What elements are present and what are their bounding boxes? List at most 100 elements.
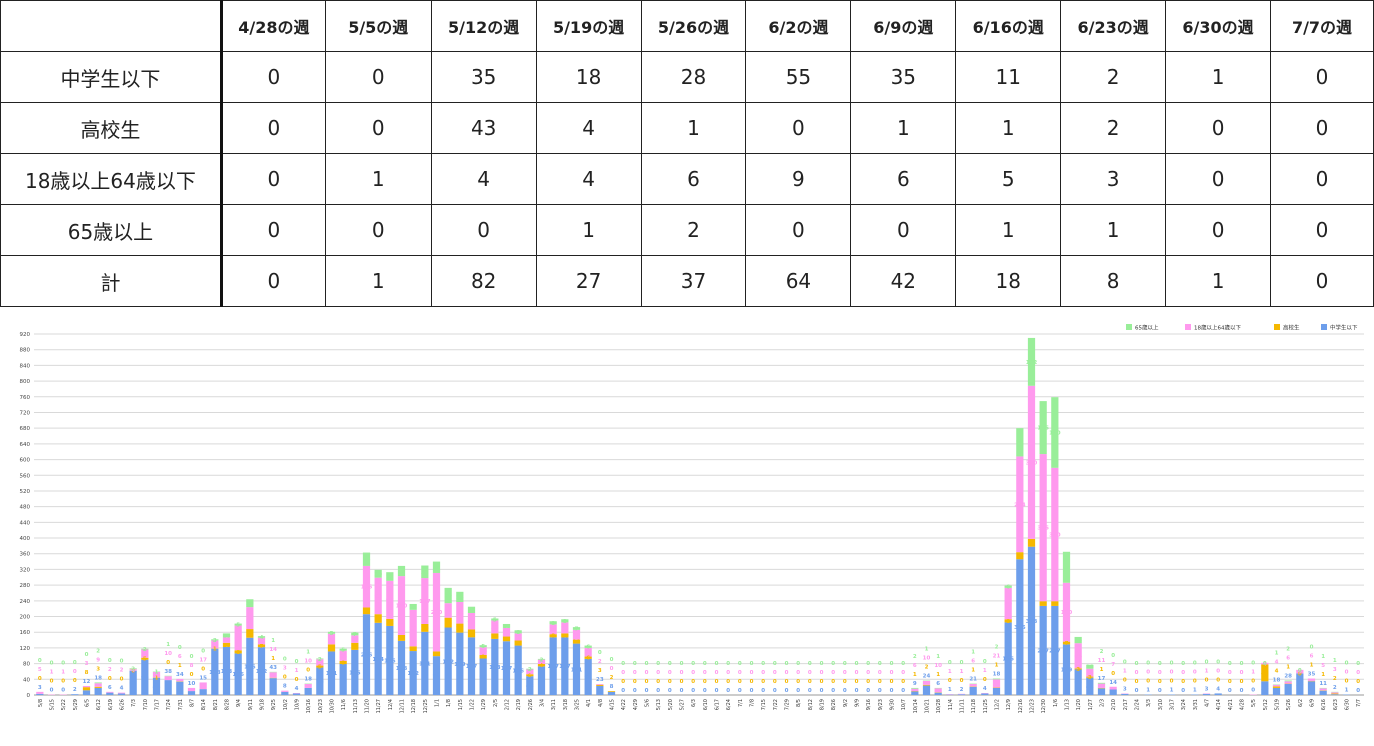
x-tick-label: 7/8 [750, 699, 756, 707]
data-label: 12 [1039, 602, 1047, 608]
bar-segment-g1 [1331, 694, 1338, 695]
table-cell: 0 [1166, 154, 1271, 205]
data-label: 0 [1345, 670, 1349, 676]
bar-segment-g3 [281, 691, 288, 692]
data-label: 378 [1026, 619, 1038, 625]
data-label: 10 [923, 655, 931, 661]
data-label: 0 [855, 688, 859, 694]
x-tick-label: 12/9 [1006, 699, 1012, 710]
data-label: 1 [1333, 658, 1337, 664]
data-label: 0 [726, 670, 730, 676]
x-tick-label: 8/19 [820, 699, 826, 710]
table-cell: 0 [1166, 205, 1271, 256]
x-tick-label: 3/17 [1170, 699, 1176, 710]
data-label: 0 [983, 659, 987, 665]
data-label: 2 [913, 654, 917, 660]
x-tick-label: 9/18 [260, 699, 266, 710]
bar-segment-g1 [83, 690, 90, 695]
data-label: 0 [1135, 679, 1139, 685]
data-label: 9 [481, 655, 485, 661]
data-label: 43 [1261, 671, 1269, 677]
data-label: 8 [236, 650, 240, 656]
data-label: 1 [1321, 654, 1325, 660]
data-label: 1 [948, 687, 952, 693]
data-label: 5 [38, 667, 42, 673]
x-tick-label: 2/26 [528, 699, 534, 710]
table-cell: 0 [221, 154, 325, 205]
x-tick-label: 10/28 [936, 699, 942, 713]
data-label: 0 [703, 688, 707, 694]
data-label: 244 [1014, 502, 1026, 508]
data-label: 0 [808, 661, 812, 667]
data-label: 0 [621, 688, 625, 694]
data-label: 126 [512, 668, 524, 674]
data-label: 0 [178, 645, 182, 651]
data-label: 0 [855, 661, 859, 667]
x-tick-label: 2/3 [1100, 699, 1106, 707]
data-label: 176 [384, 658, 396, 664]
x-tick-label: 9/4 [236, 699, 242, 707]
data-label: 79 [1063, 565, 1071, 571]
x-tick-label: 1/29 [481, 699, 487, 710]
data-label: 1 [971, 650, 975, 656]
data-label: 11 [1098, 658, 1106, 664]
bar-segment-g1 [176, 682, 183, 695]
data-label: 0 [820, 670, 824, 676]
x-tick-label: 10/2 [283, 699, 289, 710]
data-label: 0 [295, 677, 299, 683]
x-tick-label: 10/16 [306, 699, 312, 713]
data-label: 0 [50, 688, 54, 694]
legend-swatch [1126, 324, 1132, 330]
bar-segment-g1 [1110, 690, 1117, 695]
table-header-cell: 6/2の週 [746, 1, 851, 52]
data-label: 0 [866, 679, 870, 685]
x-tick-label: 11/18 [971, 699, 977, 713]
data-label: 0 [668, 679, 672, 685]
bar-segment-g3 [36, 692, 43, 694]
table-cell: 0 [221, 205, 325, 256]
data-label: 10 [1086, 665, 1094, 671]
data-label: 0 [166, 660, 170, 666]
table-cell: 4 [536, 154, 641, 205]
x-tick-label: 12/18 [411, 699, 417, 713]
data-label: 0 [306, 668, 310, 674]
table-cell: 1 [1061, 205, 1166, 256]
x-tick-label: 4/29 [633, 699, 639, 710]
data-label: 0 [866, 688, 870, 694]
data-label: 0 [1310, 645, 1314, 651]
data-label: 55 [1296, 682, 1304, 688]
data-label: 0 [1181, 661, 1185, 667]
data-label: 0 [668, 661, 672, 667]
data-label: 0 [1170, 670, 1174, 676]
data-label: 6 [936, 681, 940, 687]
data-label: 10 [223, 633, 231, 639]
data-label: 90 [141, 675, 149, 681]
bar-segment-g1 [281, 692, 288, 695]
data-label: 22 [503, 630, 511, 636]
data-label: 0 [73, 678, 77, 684]
data-label: 17 [199, 657, 207, 663]
data-label: 0 [761, 670, 765, 676]
data-label: 0 [1251, 679, 1255, 685]
data-label: 0 [1111, 671, 1115, 677]
x-tick-label: 6/23 [1333, 699, 1339, 710]
x-tick-label: 5/12 [1263, 699, 1269, 710]
data-label: 0 [645, 661, 649, 667]
data-label: 0 [633, 688, 637, 694]
x-tick-label: 7/17 [155, 699, 161, 710]
data-label: 0 [656, 670, 660, 676]
data-label: 17 [1098, 676, 1106, 682]
table-row-label: 65歳以上 [1, 205, 222, 256]
data-label: 2 [540, 657, 544, 663]
x-tick-label: 3/31 [1193, 699, 1199, 710]
data-label: 0 [1193, 670, 1197, 676]
x-tick-label: 1/13 [1065, 699, 1071, 710]
data-label: 0 [796, 670, 800, 676]
data-label: 0 [190, 654, 194, 660]
data-label: 0 [773, 688, 777, 694]
x-tick-label: 9/30 [890, 699, 896, 710]
data-label: 22 [386, 574, 394, 580]
data-label: 0 [796, 688, 800, 694]
data-label: 1 [1146, 688, 1150, 694]
